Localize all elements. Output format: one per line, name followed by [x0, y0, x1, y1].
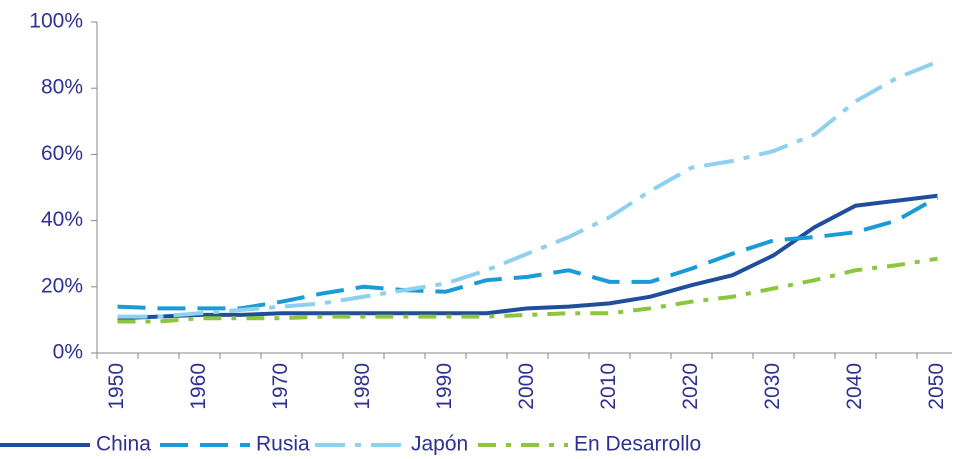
y-tick-label: 40%	[41, 208, 83, 231]
y-tick-label: 60%	[41, 142, 83, 165]
y-tick-label: 100%	[29, 10, 83, 33]
x-tick-label: 2050	[925, 363, 948, 410]
series-line	[117, 59, 939, 319]
x-tick-label: 2030	[761, 363, 784, 410]
y-tick-label: 80%	[41, 76, 83, 99]
y-tick-label: 20%	[41, 274, 83, 297]
legend-label: Rusia	[256, 433, 310, 456]
y-tick-label: 0%	[53, 341, 83, 364]
x-tick-label: 1960	[187, 363, 210, 410]
legend-label: China	[96, 433, 151, 456]
x-tick-label: 1980	[351, 363, 374, 410]
series-line	[117, 195, 939, 311]
x-tick-label: 1970	[269, 363, 292, 410]
x-tick-label: 2020	[679, 363, 702, 410]
series-line	[117, 193, 938, 321]
series-line	[117, 256, 938, 324]
x-tick-label: 2000	[515, 363, 538, 410]
x-tick-label: 2010	[597, 363, 620, 410]
x-tick-label: 2040	[843, 363, 866, 410]
x-tick-label: 1990	[433, 363, 456, 410]
legend-label: En Desarrollo	[574, 433, 701, 456]
legend-label: Japón	[411, 433, 468, 456]
x-tick-label: 1950	[105, 363, 128, 410]
